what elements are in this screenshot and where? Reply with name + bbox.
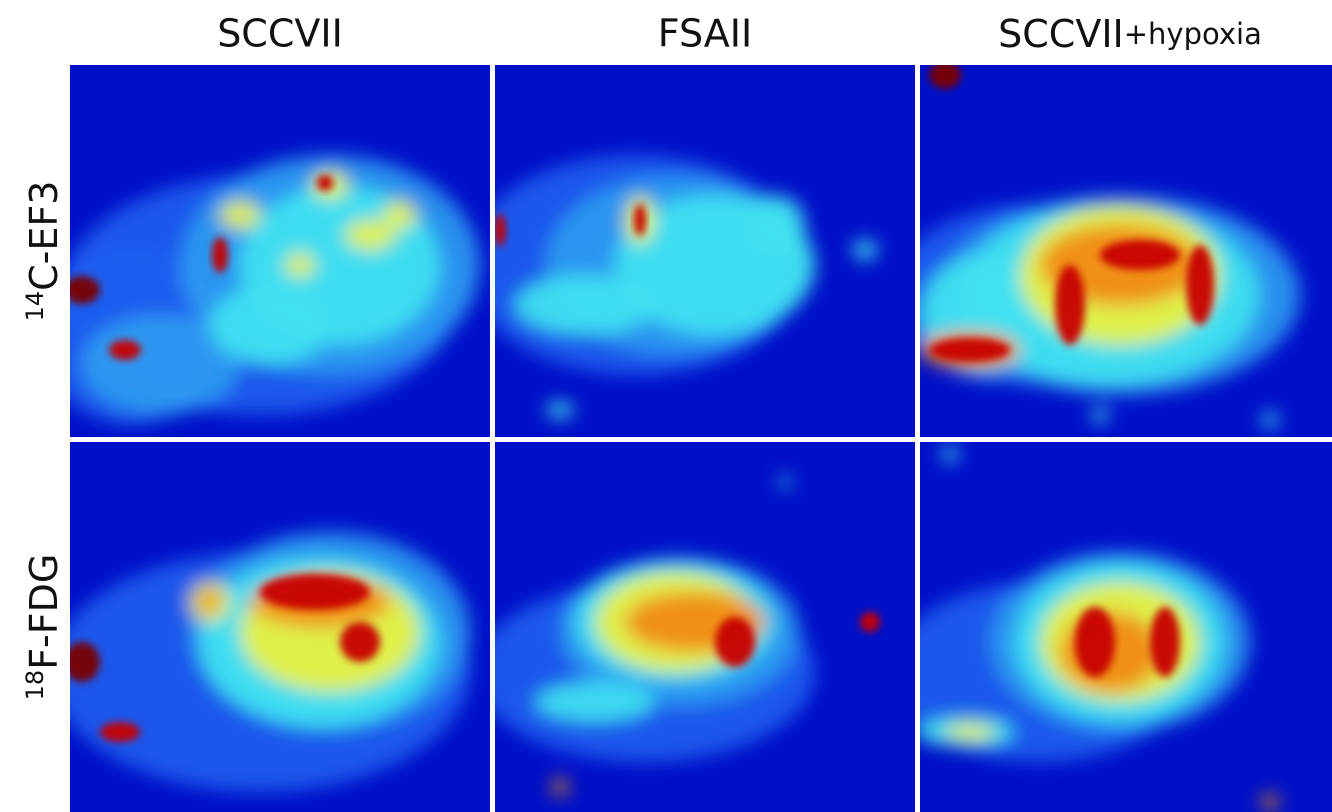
intensity-blob	[1262, 412, 1278, 428]
intensity-blob	[745, 195, 805, 255]
intensity-blob	[634, 204, 646, 236]
intensity-blob	[64, 642, 100, 682]
image-panel	[50, 442, 490, 812]
row-label-text: C-EF3	[22, 181, 66, 291]
intensity-blob	[260, 574, 370, 610]
intensity-blob	[317, 175, 333, 191]
row-label-text: F-FDG	[22, 554, 66, 670]
intensity-blob	[285, 253, 315, 277]
image-panel	[465, 65, 915, 437]
intensity-blob	[860, 612, 880, 632]
intensity-blob	[930, 338, 1010, 362]
row-label-superscript: 14	[21, 291, 49, 322]
intensity-blob	[1055, 265, 1085, 345]
intensity-blob	[929, 61, 961, 89]
intensity-blob	[345, 220, 395, 250]
intensity-blob	[715, 617, 755, 667]
intensity-blob	[1186, 245, 1214, 325]
column-title: SCCVII+hypoxia	[998, 12, 1262, 56]
intensity-blob	[515, 275, 655, 335]
image-panel	[890, 442, 1332, 812]
image-panel	[890, 61, 1332, 437]
intensity-blob	[1262, 794, 1278, 810]
intensity-blob	[942, 446, 958, 462]
intensity-blob	[100, 722, 140, 742]
image-panel	[475, 442, 915, 812]
intensity-blob	[212, 237, 228, 273]
intensity-blob	[1150, 607, 1180, 677]
intensity-blob	[546, 402, 574, 418]
row-label: 14C-EF3	[21, 181, 66, 322]
column-title-suffix: +hypoxia	[1124, 17, 1262, 51]
intensity-blob	[1092, 407, 1108, 423]
column-title: FSAII	[658, 12, 752, 56]
row-label-superscript: 18	[21, 670, 49, 701]
row-label: 18F-FDG	[21, 554, 66, 701]
intensity-blob	[220, 201, 260, 229]
figure: SCCVII FSAII SCCVII+hypoxia 14C-EF3 18F-…	[0, 0, 1332, 812]
intensity-blob	[494, 214, 506, 246]
intensity-blob	[340, 622, 380, 662]
intensity-blob	[853, 240, 877, 260]
intensity-blob	[780, 475, 790, 489]
intensity-blob	[945, 724, 995, 740]
intensity-blob	[384, 201, 416, 229]
intensity-blob	[210, 285, 330, 365]
intensity-blob	[200, 590, 220, 614]
intensity-blob	[64, 276, 100, 304]
column-title: SCCVII	[217, 12, 343, 56]
image-grid	[40, 61, 1332, 812]
intensity-blob	[1100, 240, 1180, 270]
column-title-main: SCCVII	[998, 12, 1124, 56]
intensity-blob	[535, 682, 655, 722]
image-panel	[40, 65, 490, 437]
intensity-blob	[1075, 607, 1115, 677]
intensity-blob	[109, 340, 141, 360]
intensity-blob	[552, 779, 568, 795]
